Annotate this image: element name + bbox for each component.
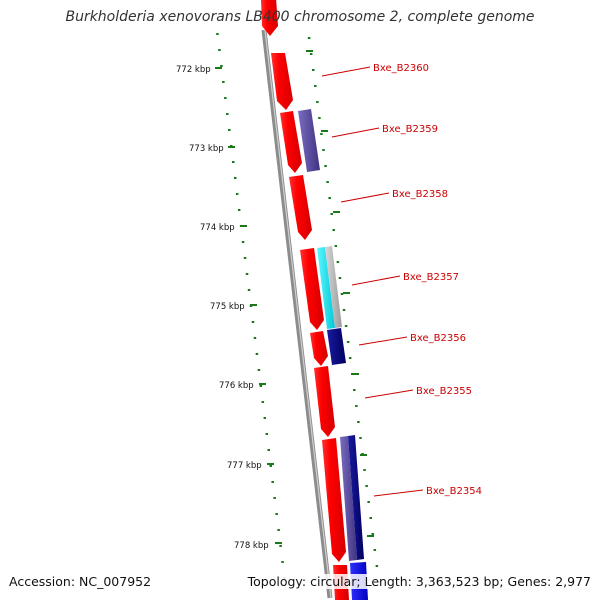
gene-feature[interactable]	[314, 366, 335, 437]
gene-labels: Bxe_B2360 Bxe_B2359 Bxe_B2358 Bxe_B2357 …	[373, 63, 482, 497]
kbp-label: 777 kbp	[227, 461, 262, 471]
gene-label[interactable]: Bxe_B2359	[382, 124, 438, 135]
gene-feature[interactable]	[280, 111, 302, 173]
gene-feature[interactable]	[340, 436, 357, 561]
backbone-line	[261, 29, 333, 599]
forward-genes	[261, 0, 349, 600]
gene-label[interactable]: Bxe_B2360	[373, 63, 429, 74]
kbp-label: 774 kbp	[200, 223, 235, 233]
gene-feature[interactable]	[298, 109, 320, 172]
gene-label[interactable]: Bxe_B2358	[392, 189, 448, 200]
tick-marks	[216, 33, 381, 583]
gene-feature[interactable]	[327, 328, 346, 365]
gene-label[interactable]: Bxe_B2355	[416, 386, 472, 397]
kbp-label: 778 kbp	[234, 541, 269, 551]
gene-feature[interactable]	[317, 247, 335, 329]
kbp-label: 773 kbp	[189, 144, 224, 154]
gene-label[interactable]: Bxe_B2357	[403, 272, 459, 283]
gene-feature[interactable]	[310, 331, 328, 366]
gene-feature[interactable]	[325, 246, 342, 328]
gene-feature[interactable]	[271, 53, 293, 110]
kbp-label: 775 kbp	[210, 302, 245, 312]
accession-text: Accession: NC_007952	[9, 574, 152, 589]
gene-feature[interactable]	[289, 175, 312, 240]
gene-label[interactable]: Bxe_B2354	[426, 486, 482, 497]
gene-feature[interactable]	[348, 435, 364, 560]
label-leaders	[321, 66, 424, 497]
map-title: Burkholderia xenovorans LB400 chromosome…	[65, 9, 535, 25]
topology-text: Topology: circular; Length: 3,363,523 bp…	[247, 574, 591, 589]
gene-label[interactable]: Bxe_B2356	[410, 333, 466, 344]
gene-feature[interactable]	[261, 0, 278, 36]
kbp-label: 776 kbp	[219, 381, 254, 391]
outer-major-ticks	[306, 50, 374, 537]
gene-feature[interactable]	[322, 438, 346, 562]
backbone-highlight	[264, 29, 332, 599]
gene-feature[interactable]	[300, 248, 324, 330]
kbp-scale: 772 kbp 773 kbp 774 kbp 775 kbp 776 kbp …	[176, 65, 282, 551]
kbp-label: 772 kbp	[176, 65, 211, 75]
